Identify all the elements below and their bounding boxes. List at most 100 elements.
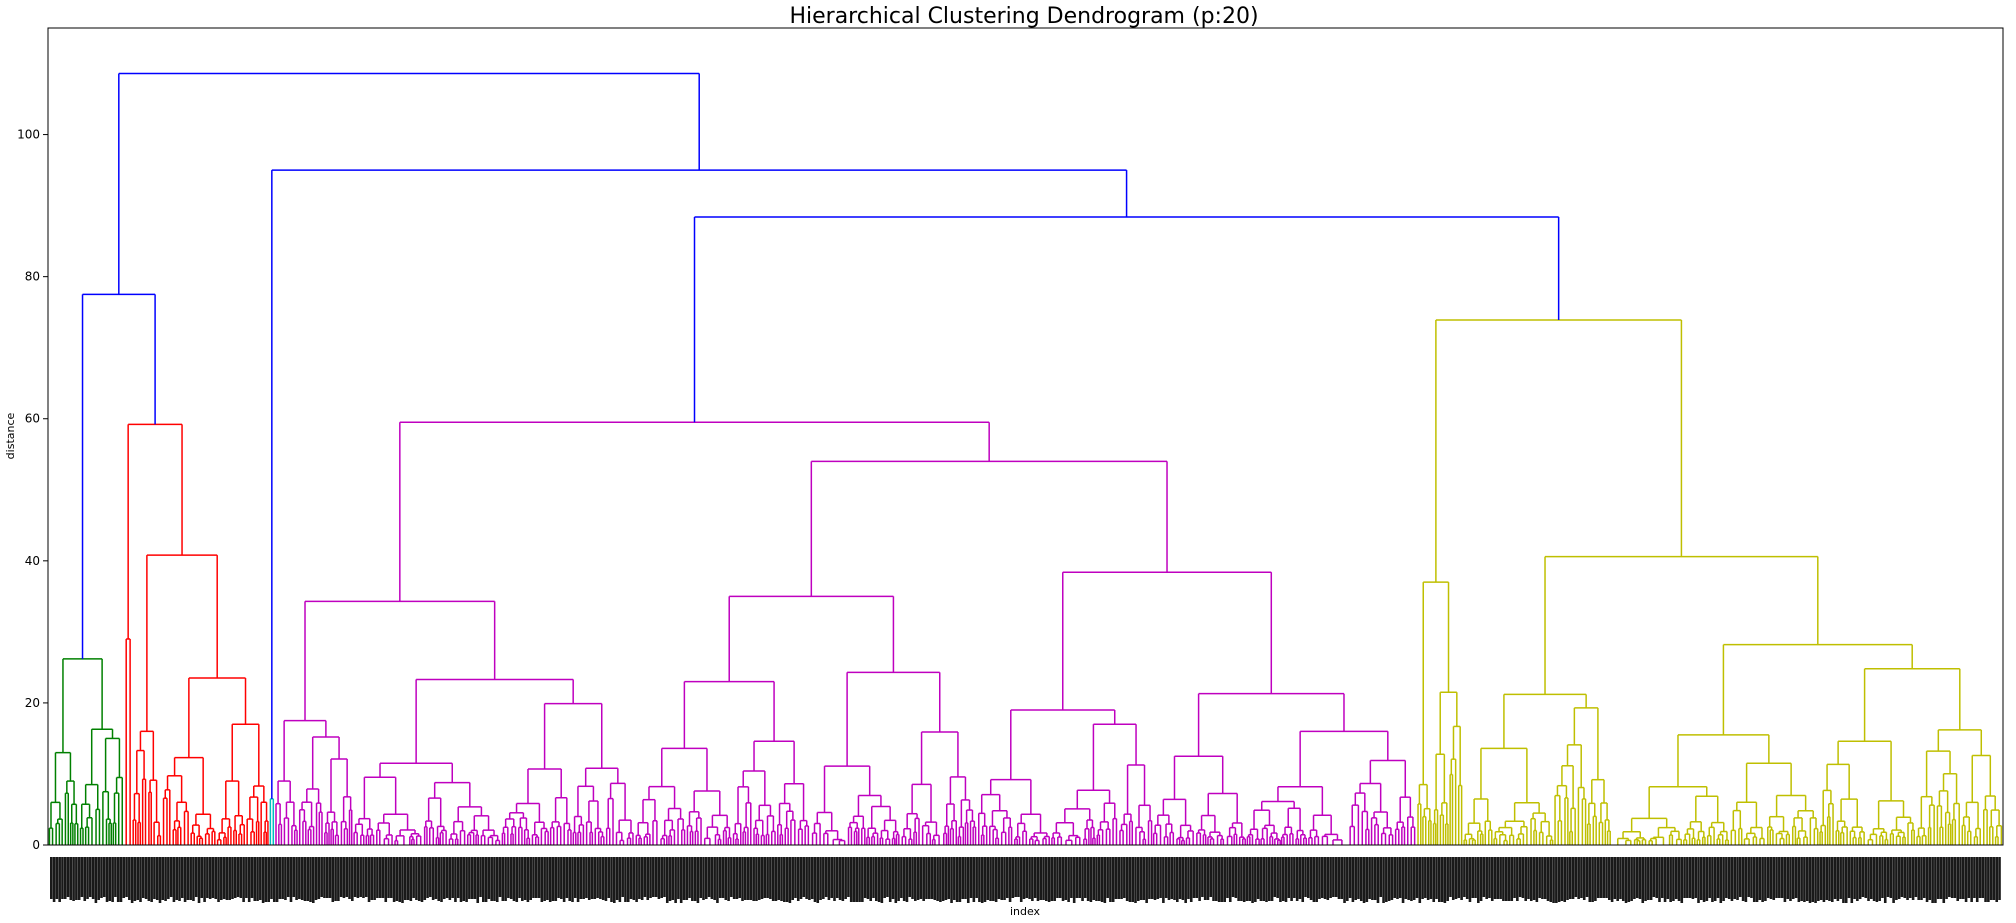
leaf-tick-label — [1878, 857, 1881, 901]
leaf-tick-label — [1373, 857, 1377, 900]
leaf-tick-label — [314, 857, 318, 900]
leaf-tick-label — [1437, 857, 1441, 902]
leaf-tick-label — [743, 857, 747, 900]
leaf-tick-label — [247, 857, 251, 902]
leaf-tick-label — [997, 857, 1001, 899]
leaf-tick-label — [813, 857, 817, 902]
leaf-tick-label — [1716, 857, 1720, 898]
leaf-tick-label — [1591, 857, 1594, 902]
leaf-tick-label — [1111, 857, 1115, 902]
leaf-tick-label — [384, 857, 388, 902]
leaf-tick-label — [1736, 857, 1739, 900]
leaf-tick-label — [783, 857, 786, 902]
leaf-tick-label — [1652, 857, 1656, 897]
leaf-tick-label — [757, 857, 761, 900]
leaf-tick-label — [1638, 857, 1642, 899]
leaf-tick-label — [579, 857, 583, 899]
leaf-tick-label — [1092, 857, 1095, 900]
leaf-tick-label — [1011, 857, 1015, 898]
leaf-tick-label — [1608, 857, 1611, 900]
leaf-tick-label — [1789, 857, 1792, 901]
leaf-tick-label — [1237, 857, 1240, 901]
leaf-tick-label — [1429, 857, 1433, 899]
leaf-tick-label — [869, 857, 873, 901]
leaf-tick-label — [465, 857, 468, 902]
leaf-tick-label — [1267, 857, 1271, 901]
leaf-tick-label — [192, 857, 195, 901]
leaf-tick-label — [902, 857, 906, 901]
leaf-tick-label — [286, 857, 290, 897]
leaf-tick-label — [1293, 857, 1296, 898]
leaf-tick-label — [236, 857, 240, 897]
leaf-tick-label — [119, 857, 123, 902]
leaf-tick-label — [253, 857, 257, 901]
leaf-tick-label — [1343, 857, 1346, 903]
y-tick-label: 60 — [25, 412, 40, 426]
leaf-tick-label — [203, 857, 206, 902]
leaf-tick-label — [139, 857, 142, 902]
leaf-tick-label — [900, 857, 903, 898]
y-tick-label: 40 — [25, 554, 40, 568]
leaf-tick-label — [640, 857, 644, 900]
leaf-tick-label — [130, 857, 134, 903]
leaf-tick-label — [1928, 857, 1932, 900]
leaf-tick-label — [914, 857, 917, 901]
leaf-tick-label — [1961, 857, 1965, 899]
leaf-tick-label — [1811, 857, 1815, 902]
leaf-tick-label — [214, 857, 218, 899]
leaf-tick-label — [827, 857, 831, 900]
leaf-tick-label — [1814, 857, 1817, 903]
leaf-tick-label — [378, 857, 382, 898]
leaf-tick-label — [1518, 857, 1522, 897]
leaf-tick-label — [86, 857, 89, 899]
leaf-tick-label — [440, 857, 443, 902]
leaf-tick-label — [1727, 857, 1731, 899]
leaf-tick-label — [1061, 857, 1065, 901]
leaf-tick-label — [679, 857, 683, 903]
leaf-tick-label — [1212, 857, 1215, 901]
leaf-tick-label — [1953, 857, 1957, 898]
leaf-tick-label — [1624, 857, 1628, 903]
leaf-tick-label — [1131, 857, 1135, 902]
leaf-tick-label — [1474, 857, 1477, 898]
leaf-tick-label — [1546, 857, 1550, 901]
leaf-tick-label — [1128, 857, 1132, 902]
leaf-tick-label — [872, 857, 875, 898]
leaf-tick-label — [356, 857, 360, 898]
leaf-tick-label — [980, 857, 984, 903]
leaf-tick-label — [1644, 857, 1647, 901]
leaf-tick-label — [1538, 857, 1541, 898]
leaf-tick-label — [1490, 857, 1494, 901]
leaf-tick-label — [200, 857, 204, 898]
leaf-tick-label — [1680, 857, 1684, 903]
leaf-tick-label — [1633, 857, 1636, 899]
leaf-tick-label — [264, 857, 268, 902]
leaf-tick-label — [208, 857, 212, 899]
leaf-tick-label — [1022, 857, 1026, 899]
leaf-tick-label — [738, 857, 742, 898]
leaf-tick-label — [1778, 857, 1781, 898]
leaf-tick-label — [1822, 857, 1826, 902]
leaf-tick-label — [451, 857, 454, 898]
y-tick-label: 0 — [32, 838, 40, 852]
leaf-tick-label — [423, 857, 427, 900]
leaf-tick-label — [1747, 857, 1750, 897]
leaf-tick-label — [1697, 857, 1700, 903]
leaf-tick-label — [1975, 857, 1979, 902]
leaf-tick-label — [652, 857, 655, 897]
leaf-tick-label — [1298, 857, 1302, 899]
leaf-tick-label — [1543, 857, 1547, 899]
leaf-tick-label — [1106, 857, 1109, 898]
leaf-tick-label — [144, 857, 148, 899]
leaf-tick-label — [1376, 857, 1380, 903]
leaf-tick-label — [702, 857, 705, 900]
leaf-tick-label — [1206, 857, 1210, 900]
leaf-tick-label — [1794, 857, 1798, 898]
leaf-tick-label — [1666, 857, 1670, 899]
leaf-tick-label — [376, 857, 379, 898]
leaf-tick-label — [546, 857, 549, 900]
leaf-tick-label — [133, 857, 137, 901]
leaf-tick-label — [1847, 857, 1851, 898]
leaf-tick-label — [509, 857, 513, 899]
leaf-tick-label — [1170, 857, 1174, 899]
